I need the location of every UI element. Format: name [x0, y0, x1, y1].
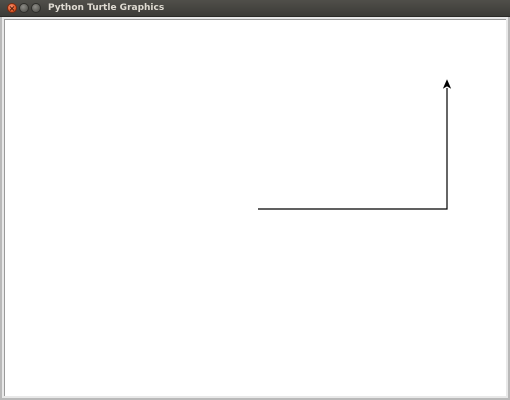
- turtle-canvas[interactable]: [4, 19, 506, 396]
- arrow-icon: [442, 79, 452, 89]
- maximize-icon[interactable]: [31, 3, 41, 13]
- window-title: Python Turtle Graphics: [48, 3, 165, 13]
- canvas-frame: [0, 17, 510, 400]
- close-symbol: ×: [8, 4, 16, 13]
- minimize-icon[interactable]: [19, 3, 29, 13]
- drawing-surface: [258, 79, 452, 210]
- close-icon[interactable]: ×: [7, 3, 17, 13]
- turtle-path: [258, 88, 448, 210]
- title-bar[interactable]: × Python Turtle Graphics: [0, 0, 510, 17]
